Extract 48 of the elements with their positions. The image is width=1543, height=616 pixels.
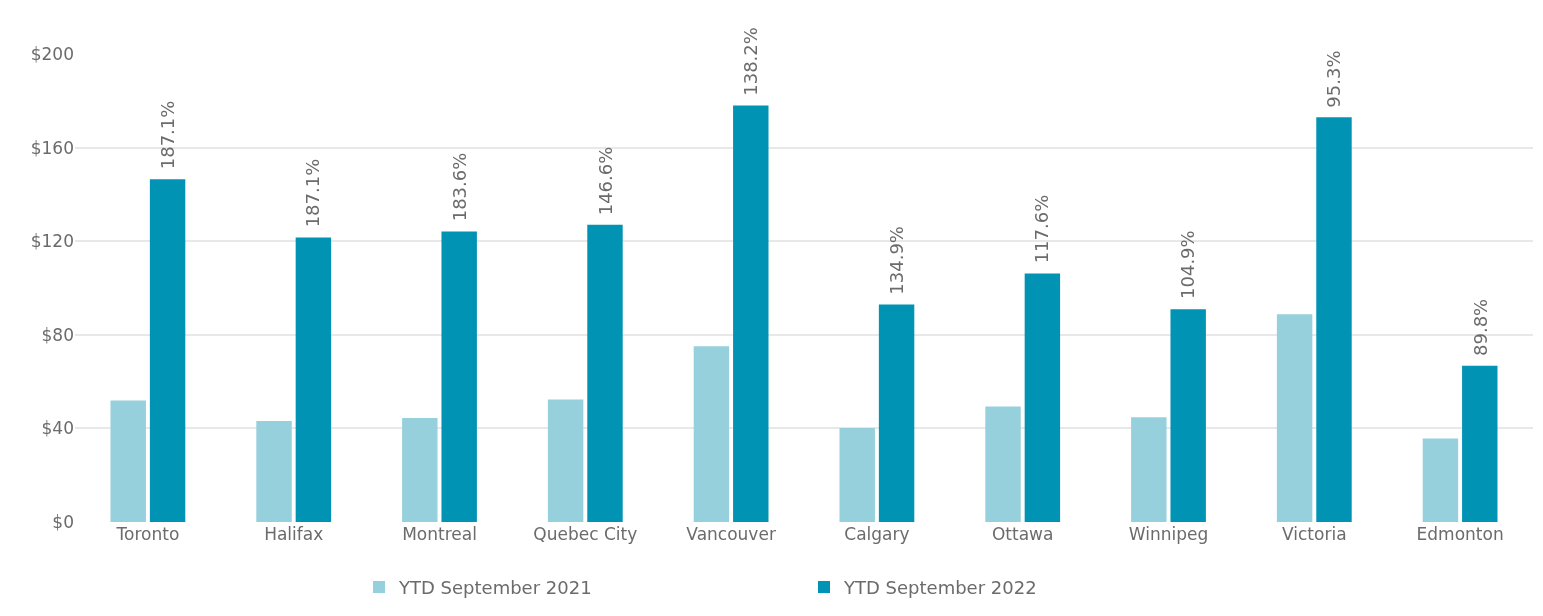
annotation: 187.1% [302, 158, 324, 228]
x-tick-label: Halifax [264, 524, 324, 544]
bar [733, 105, 769, 522]
bar [1422, 438, 1459, 522]
bar [1462, 365, 1498, 522]
bar [985, 406, 1021, 522]
bar [1170, 309, 1206, 522]
y-tick-label: $200 [30, 43, 74, 64]
bar [1276, 314, 1313, 522]
bar [256, 420, 292, 522]
bar [441, 231, 477, 522]
x-tick-label: Winnipeg [1128, 524, 1209, 544]
bar [878, 304, 915, 522]
legend-label: YTD September 2022 [843, 577, 1037, 599]
x-tick-label: Quebec City [533, 524, 638, 544]
bar [1024, 273, 1061, 522]
annotation: 104.9% [1177, 230, 1199, 299]
annotation: 134.9% [886, 226, 908, 295]
x-tick-label: Montreal [402, 524, 477, 544]
annotation: 187.1% [156, 100, 178, 170]
annotation: 117.6% [1031, 194, 1053, 264]
bar [1316, 117, 1352, 522]
bar [1131, 417, 1167, 522]
legend-label: YTD September 2021 [398, 577, 592, 599]
bar [110, 400, 146, 522]
y-tick-label: $120 [30, 231, 74, 252]
bar [149, 179, 186, 522]
annotation: 183.6% [449, 152, 471, 222]
annotation: 95.3% [1323, 50, 1345, 108]
y-tick-label: $160 [30, 137, 74, 158]
bar [402, 418, 438, 522]
annotation: 146.6% [594, 146, 616, 216]
bar [295, 237, 332, 522]
bar [839, 427, 875, 522]
bar [693, 346, 730, 522]
y-tick-label: $0 [52, 511, 74, 532]
x-tick-label: Vancouver [686, 524, 776, 544]
x-tick-label: Edmonton [1416, 524, 1504, 544]
x-tick-label: Ottawa [991, 524, 1054, 544]
x-tick-label: Calgary [844, 524, 910, 544]
x-tick-label: Victoria [1282, 524, 1347, 544]
y-tick-label: $80 [41, 324, 74, 345]
annotation: 138.2% [739, 27, 761, 96]
y-tick-label: $40 [41, 418, 74, 439]
bar [547, 399, 584, 522]
x-tick-label: Toronto [115, 524, 180, 544]
annotation: 89.8% [1469, 298, 1491, 356]
bar [587, 224, 623, 522]
